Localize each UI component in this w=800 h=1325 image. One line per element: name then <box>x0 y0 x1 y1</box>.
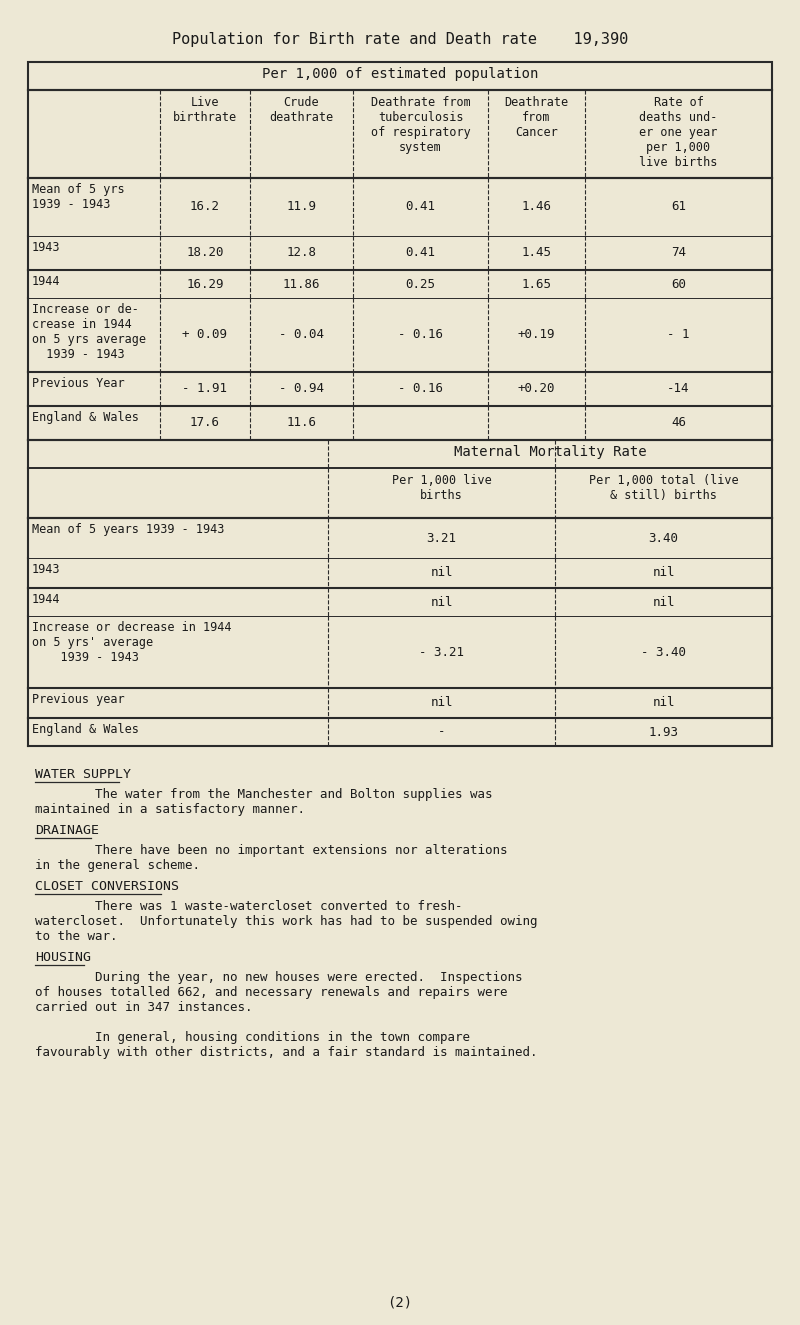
Text: Crude
deathrate: Crude deathrate <box>270 95 334 125</box>
Text: 46: 46 <box>671 416 686 429</box>
Text: CLOSET CONVERSIONS: CLOSET CONVERSIONS <box>35 880 179 893</box>
Text: nil: nil <box>652 567 674 579</box>
Text: Previous Year: Previous Year <box>32 378 125 390</box>
Text: There was 1 waste-watercloset converted to fresh-: There was 1 waste-watercloset converted … <box>35 900 462 913</box>
Text: During the year, no new houses were erected.  Inspections: During the year, no new houses were erec… <box>35 971 522 984</box>
Text: 16.29: 16.29 <box>186 277 224 290</box>
Text: 1.46: 1.46 <box>522 200 551 213</box>
Text: 0.25: 0.25 <box>406 277 435 290</box>
Text: of houses totalled 662, and necessary renewals and repairs were: of houses totalled 662, and necessary re… <box>35 986 507 999</box>
Text: 1.65: 1.65 <box>522 277 551 290</box>
Text: nil: nil <box>430 697 453 709</box>
Text: 74: 74 <box>671 246 686 260</box>
Text: nil: nil <box>430 595 453 608</box>
Text: 11.9: 11.9 <box>286 200 317 213</box>
Text: England & Wales: England & Wales <box>32 411 139 424</box>
Text: 11.6: 11.6 <box>286 416 317 429</box>
Text: DRAINAGE: DRAINAGE <box>35 824 99 837</box>
Text: carried out in 347 instances.: carried out in 347 instances. <box>35 1000 253 1014</box>
Text: HOUSING: HOUSING <box>35 951 91 965</box>
Text: maintained in a satisfactory manner.: maintained in a satisfactory manner. <box>35 803 305 816</box>
Text: - 1.91: - 1.91 <box>182 383 227 395</box>
Text: watercloset.  Unfortunately this work has had to be suspended owing: watercloset. Unfortunately this work has… <box>35 916 538 928</box>
Text: Per 1,000 total (live
& still) births: Per 1,000 total (live & still) births <box>589 474 738 502</box>
Text: 18.20: 18.20 <box>186 246 224 260</box>
Text: Maternal Mortality Rate: Maternal Mortality Rate <box>454 445 646 458</box>
Text: 61: 61 <box>671 200 686 213</box>
Text: The water from the Manchester and Bolton supplies was: The water from the Manchester and Bolton… <box>35 788 493 802</box>
Text: Mean of 5 yrs
1939 - 1943: Mean of 5 yrs 1939 - 1943 <box>32 183 125 211</box>
Text: +0.19: +0.19 <box>518 329 555 342</box>
Text: - 0.16: - 0.16 <box>398 383 443 395</box>
Text: -: - <box>438 726 446 738</box>
Text: 1943: 1943 <box>32 241 61 254</box>
Text: - 0.04: - 0.04 <box>279 329 324 342</box>
Text: Deathrate
from
Cancer: Deathrate from Cancer <box>505 95 569 139</box>
Text: WATER SUPPLY: WATER SUPPLY <box>35 768 131 780</box>
Text: Population for Birth rate and Death rate    19,390: Population for Birth rate and Death rate… <box>172 32 628 46</box>
Text: +0.20: +0.20 <box>518 383 555 395</box>
Text: in the general scheme.: in the general scheme. <box>35 859 200 872</box>
Text: 0.41: 0.41 <box>406 200 435 213</box>
Text: 60: 60 <box>671 277 686 290</box>
Text: (2): (2) <box>387 1295 413 1309</box>
Text: Live
birthrate: Live birthrate <box>173 95 237 125</box>
Text: 1.45: 1.45 <box>522 246 551 260</box>
Text: to the war.: to the war. <box>35 930 118 943</box>
Text: 3.40: 3.40 <box>649 531 678 545</box>
Text: - 3.40: - 3.40 <box>641 645 686 659</box>
Text: nil: nil <box>652 595 674 608</box>
Text: Deathrate from
tuberculosis
of respiratory
system: Deathrate from tuberculosis of respirato… <box>370 95 470 154</box>
Text: Per 1,000 live
births: Per 1,000 live births <box>392 474 491 502</box>
Text: Previous year: Previous year <box>32 693 125 706</box>
Text: Rate of
deaths und-
er one year
per 1,000
live births: Rate of deaths und- er one year per 1,00… <box>639 95 718 170</box>
Text: -14: -14 <box>667 383 690 395</box>
Text: There have been no important extensions nor alterations: There have been no important extensions … <box>35 844 507 857</box>
Text: - 0.94: - 0.94 <box>279 383 324 395</box>
Text: - 3.21: - 3.21 <box>419 645 464 659</box>
Text: Mean of 5 years 1939 - 1943: Mean of 5 years 1939 - 1943 <box>32 523 224 537</box>
Text: 12.8: 12.8 <box>286 246 317 260</box>
Text: - 0.16: - 0.16 <box>398 329 443 342</box>
Text: nil: nil <box>430 567 453 579</box>
Text: Increase or decrease in 1944
on 5 yrs' average
    1939 - 1943: Increase or decrease in 1944 on 5 yrs' a… <box>32 621 231 664</box>
Bar <box>28 62 772 90</box>
Text: In general, housing conditions in the town compare: In general, housing conditions in the to… <box>35 1031 470 1044</box>
Text: - 1: - 1 <box>667 329 690 342</box>
Text: 1944: 1944 <box>32 594 61 606</box>
Text: favourably with other districts, and a fair standard is maintained.: favourably with other districts, and a f… <box>35 1045 538 1059</box>
Text: 1943: 1943 <box>32 563 61 576</box>
Text: Per 1,000 of estimated population: Per 1,000 of estimated population <box>262 68 538 81</box>
Text: 0.41: 0.41 <box>406 246 435 260</box>
Text: + 0.09: + 0.09 <box>182 329 227 342</box>
Text: nil: nil <box>652 697 674 709</box>
Text: 11.86: 11.86 <box>282 277 320 290</box>
Text: Increase or de-
crease in 1944
on 5 yrs average
  1939 - 1943: Increase or de- crease in 1944 on 5 yrs … <box>32 303 146 360</box>
Text: England & Wales: England & Wales <box>32 723 139 735</box>
Text: 17.6: 17.6 <box>190 416 220 429</box>
Text: 1944: 1944 <box>32 276 61 288</box>
Text: 3.21: 3.21 <box>426 531 457 545</box>
Text: 1.93: 1.93 <box>649 726 678 738</box>
Text: 16.2: 16.2 <box>190 200 220 213</box>
